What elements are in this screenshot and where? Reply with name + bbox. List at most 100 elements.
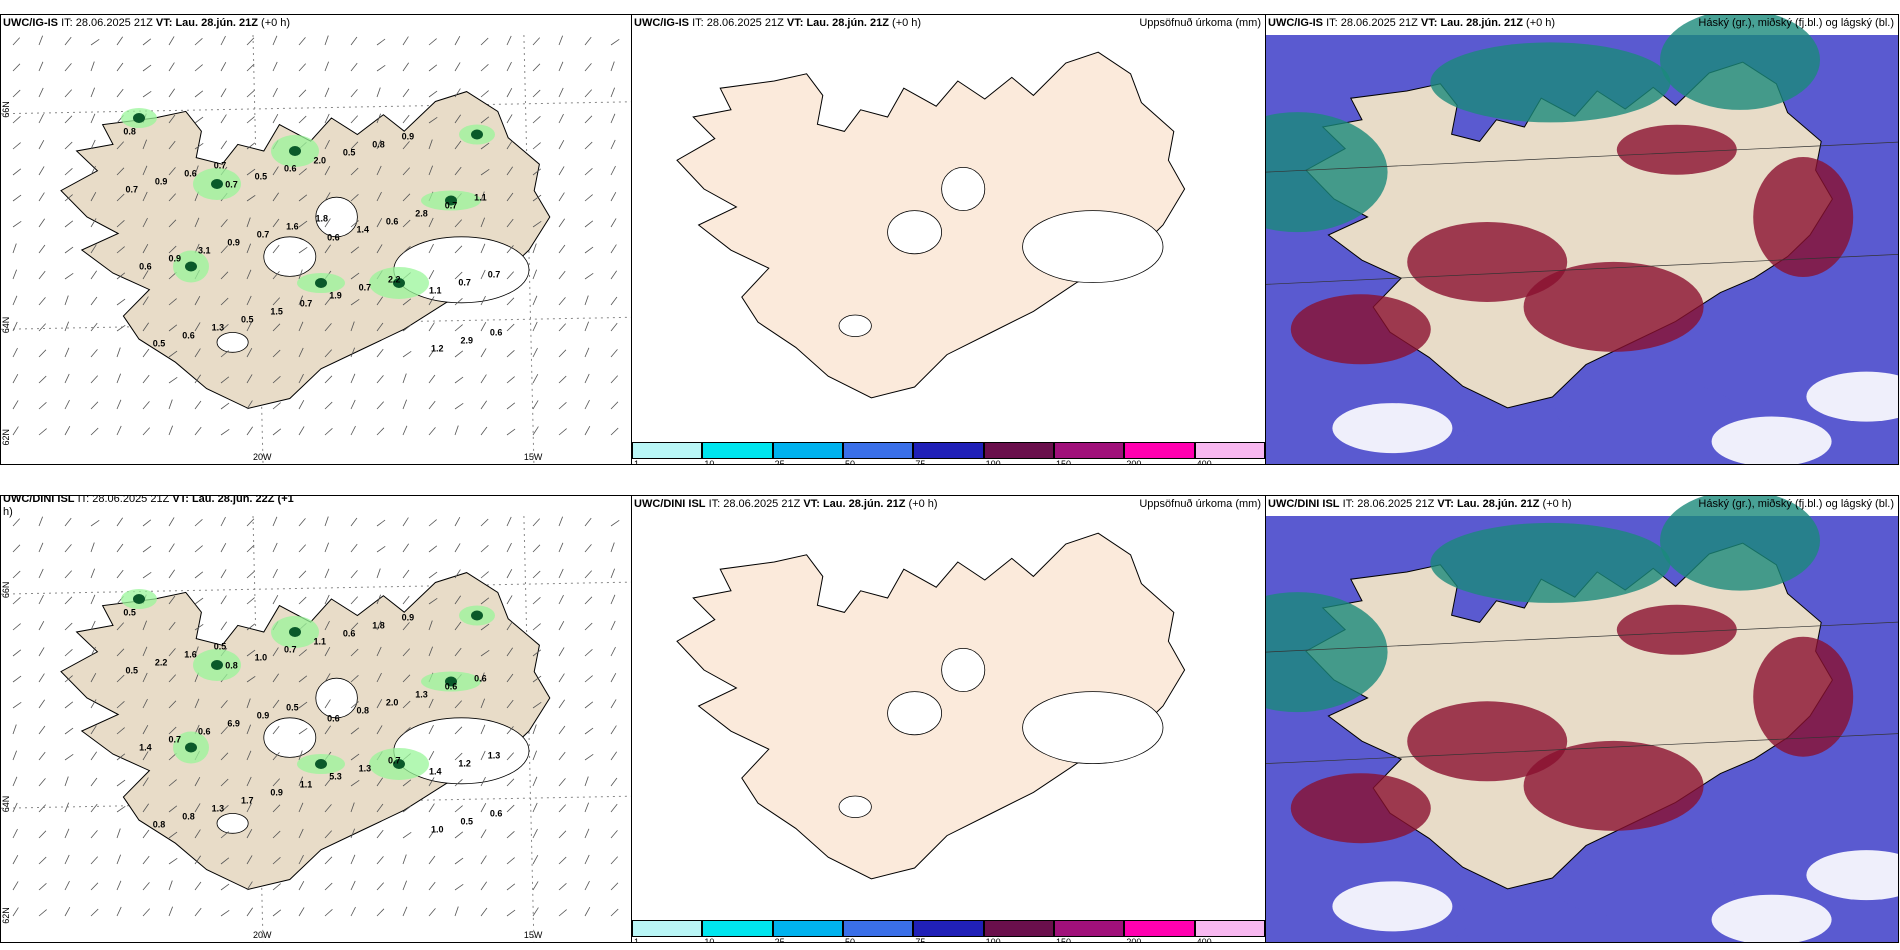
wind-barb [12,221,22,228]
rain-value-label: 0.9 [155,177,168,187]
glacier-shape [216,813,249,834]
panel-header: UWC/DINI ISL IT: 28.06.2025 21Z VT: Lau.… [634,498,938,510]
wind-barb [532,321,538,332]
wind-barb [428,724,434,735]
wind-barb [194,646,199,657]
wind-barb [298,269,303,280]
wind-barb [610,87,615,98]
wind-barb [480,597,490,605]
wind-barb [90,349,98,358]
precip-core [315,759,327,769]
wind-barb [116,399,122,410]
wind-barb [12,347,18,358]
cloud-layer-blob [1407,221,1568,302]
wind-barb [12,63,21,72]
wind-barb [220,402,230,410]
wind-barb [142,191,148,202]
wind-barb [246,698,251,709]
wind-barb [480,90,489,98]
wind-barb [324,166,331,176]
wind-barb [38,568,44,579]
wind-barb [454,726,463,735]
wind-barb [376,401,385,410]
wind-barb [376,646,382,657]
wind-barb [38,830,47,839]
wind-barb [558,323,567,332]
rain-value-label: 1.1 [300,780,313,790]
legend-tick-label: 75 [915,459,926,465]
rain-value-label: 2.0 [386,698,399,708]
wind-barb [38,297,46,306]
wind-barb [376,856,384,865]
wind-barb [116,347,121,358]
wind-barb [584,544,592,553]
wind-barb [324,61,329,72]
wind-barb [454,906,459,917]
wind-barb [116,220,125,228]
wind-barb [506,673,514,683]
glacier-shape [887,691,943,736]
cloud-map-panel-bottom: UWC/DINI ISL IT: 28.06.2025 21Z VT: Lau.… [1265,495,1899,943]
rain-value-label: 0.5 [343,148,356,158]
glacier-shape [263,717,317,758]
wind-barb [324,568,330,579]
wind-barb [402,674,411,683]
wind-barb [532,623,541,631]
cloud-layer-blob [1266,592,1388,713]
wind-barb [220,752,229,761]
wind-barb [402,517,409,527]
wind-barb [350,828,355,839]
wind-barb [454,779,463,787]
precip-core [133,594,145,604]
wind-barb [298,63,307,72]
wind-barb [220,910,230,917]
wind-barb [480,37,489,46]
wind-barb [116,246,125,254]
wind-barb [90,620,96,631]
wind-barb [610,61,615,72]
rain-value-label: 0.7 [126,185,139,195]
wind-barb [298,649,307,657]
grid-line [1266,621,1898,653]
wind-barb [558,673,565,683]
wind-barb [168,906,173,917]
wind-barb [116,517,124,527]
wind-barb [402,399,407,410]
wind-barb [402,62,410,72]
wind-barb [324,909,333,917]
rain-value-label: 0.8 [123,127,136,137]
wind-map: 0.5 0.8 0.6 1.4 0.8 1.0 0.8 1.2 0.8 0.7 2.0 1.3 1.3 1… [1,515,631,942]
wind-barb [350,194,359,202]
legend-tick-label: 50 [845,459,856,465]
wind-barb [168,377,178,384]
legend-swatch [983,920,1054,937]
wind-barb [532,649,542,657]
precip-title: Uppsöfnuð úrkoma (mm) [1139,498,1261,510]
wind-barb [116,701,125,709]
rain-value-label: 0.5 [153,339,166,349]
rain-value-label: 1.3 [415,690,428,700]
cloud-map-panel-top: UWC/IG-IS IT: 28.06.2025 21Z VT: Lau. 28… [1265,14,1899,465]
wind-barb [64,517,72,527]
wind-barb [376,165,382,176]
wind-barb [116,425,122,436]
wind-barb [12,142,21,150]
wind-barb [558,87,564,98]
rain-value-label: 2.0 [313,156,326,166]
wind-barb [38,725,46,735]
wind-barb [142,829,150,839]
wind-barb [246,168,256,176]
wind-barb [12,776,18,787]
wind-barb [168,193,177,202]
wind-barb [64,36,72,46]
wind-barb [350,36,358,46]
wind-barb [532,347,538,358]
wind-barb [428,243,434,254]
wind-barb [12,168,22,176]
wind-barb [142,572,152,579]
wind-barb [194,217,200,228]
wind-barb [38,87,44,98]
wind-barb [376,803,384,813]
wind-barb [506,778,515,787]
wind-barb [454,543,461,553]
